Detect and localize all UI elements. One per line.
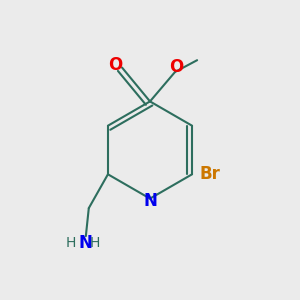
Text: N: N [79,235,93,253]
Text: O: O [108,56,123,74]
Text: Br: Br [200,165,221,183]
Text: N: N [143,192,157,210]
Text: O: O [169,58,184,76]
Text: H: H [90,236,101,250]
Text: H: H [65,236,76,250]
